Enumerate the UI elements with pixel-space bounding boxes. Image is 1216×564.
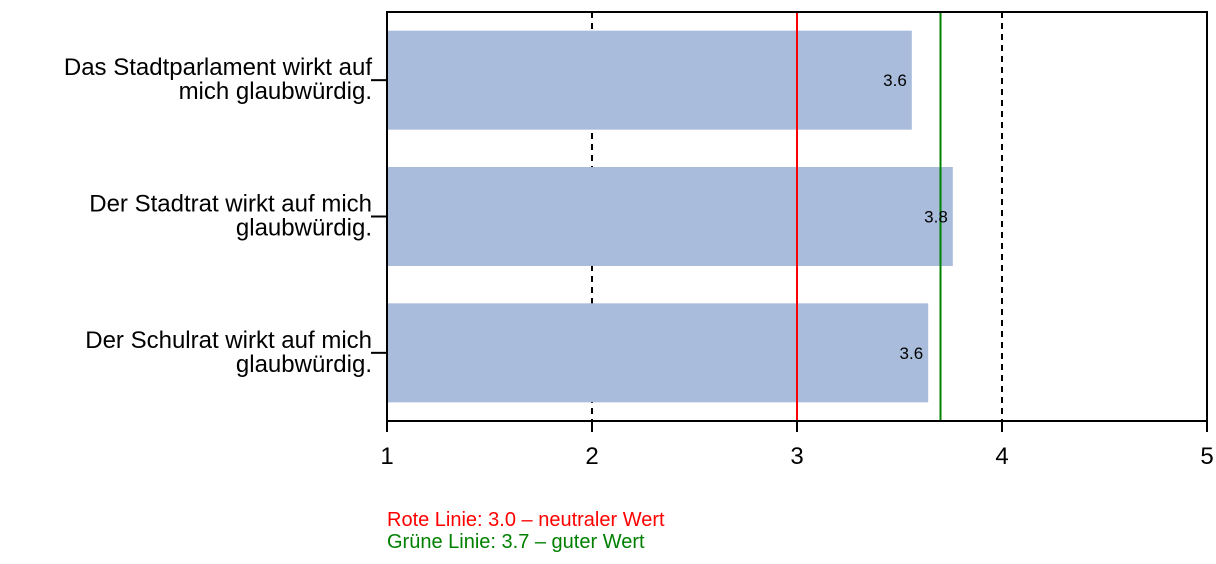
bar: [387, 30, 912, 130]
bar: [387, 303, 929, 403]
category-label-line: glaubwürdig.: [236, 215, 372, 242]
x-tick-label: 3: [790, 443, 803, 470]
data-label: 3.6: [900, 344, 924, 363]
category-label-line: Das Stadtparlament wirkt auf: [64, 54, 372, 81]
data-label: 3.8: [924, 208, 948, 227]
x-tick-label: 4: [995, 443, 1008, 470]
green-line-note: Grüne Linie: 3.7 – guter Wert: [387, 531, 645, 553]
red-line-note: Rote Linie: 3.0 – neutraler Wert: [387, 509, 665, 531]
category-label-line: mich glaubwürdig.: [179, 78, 372, 105]
bar: [387, 167, 953, 266]
x-tick-label: 5: [1200, 443, 1213, 470]
category-label: Der Stadtrat wirkt auf mich glaubwürdig.: [89, 191, 372, 242]
data-label: 3.6: [883, 71, 907, 90]
x-tick-label: 2: [585, 443, 598, 470]
category-label-line: Der Schulrat wirkt auf mich: [85, 327, 372, 354]
category-label-line: glaubwürdig.: [236, 351, 372, 378]
category-label: Der Schulrat wirkt auf mich glaubwürdig.: [85, 327, 372, 378]
category-label: Das Stadtparlament wirkt auf mich glaubwü…: [64, 54, 372, 105]
category-label-line: Der Stadtrat wirkt auf mich: [89, 191, 372, 218]
x-tick-label: 1: [380, 443, 393, 470]
